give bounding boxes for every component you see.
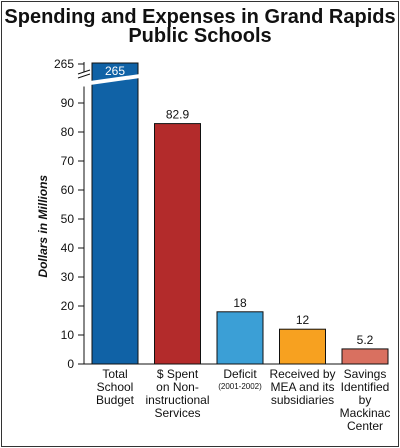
bar-value-label: 12 — [296, 313, 310, 327]
category-label: School — [97, 380, 134, 394]
category-label: Savings — [344, 367, 387, 381]
bar-1 — [154, 123, 201, 365]
category-label: MEA and its — [270, 380, 334, 394]
bar-value-label: 5.2 — [357, 333, 374, 347]
y-tick-label: 90 — [61, 96, 75, 110]
category-label: Center — [347, 419, 383, 433]
category-label: Identified — [341, 380, 390, 394]
bar-3 — [279, 328, 326, 365]
category-label: Received by — [269, 367, 335, 381]
y-tick-label: 10 — [61, 328, 75, 342]
bar-2 — [216, 311, 264, 365]
y-tick-label: 20 — [61, 299, 75, 313]
chart-title-line-2: Public Schools — [128, 25, 272, 47]
bar-value-label: 82.9 — [166, 108, 190, 122]
y-axis-label: Dollars in Millions — [36, 175, 50, 278]
y-tick-label: 60 — [61, 183, 75, 197]
y-tick-label-break: 265 — [54, 57, 74, 71]
category-label: by — [359, 393, 372, 407]
bar-value-label: 18 — [233, 296, 247, 310]
y-tick-label: 30 — [61, 270, 75, 284]
y-tick-label: 0 — [67, 357, 74, 371]
category-label: Mackinac — [340, 406, 391, 420]
category-note: (2001-2002) — [218, 382, 262, 391]
category-label: Deficit — [223, 367, 257, 381]
category-label: Services — [154, 406, 200, 420]
category-label: instructional — [145, 393, 209, 407]
bar-break-band — [90, 74, 140, 85]
category-label: $ Spent — [157, 367, 199, 381]
y-tick-label: 50 — [61, 212, 75, 226]
category-label: Budget — [96, 393, 135, 407]
y-tick-label: 80 — [61, 125, 75, 139]
bar-0 — [91, 62, 139, 365]
chart-title-line-1: Spending and Expenses in Grand Rapids — [4, 6, 396, 28]
category-label: subsidiaries — [271, 393, 334, 407]
y-tick-label: 70 — [61, 154, 75, 168]
bar-value-label: 265 — [105, 64, 125, 78]
category-label: on Non- — [156, 380, 199, 394]
category-label: Total — [102, 367, 127, 381]
axis-break-mark — [77, 69, 91, 79]
y-tick-label: 40 — [61, 241, 75, 255]
chart-title: Spending and Expenses in Grand Rapids Pu… — [0, 6, 400, 47]
bar-4 — [341, 348, 389, 365]
